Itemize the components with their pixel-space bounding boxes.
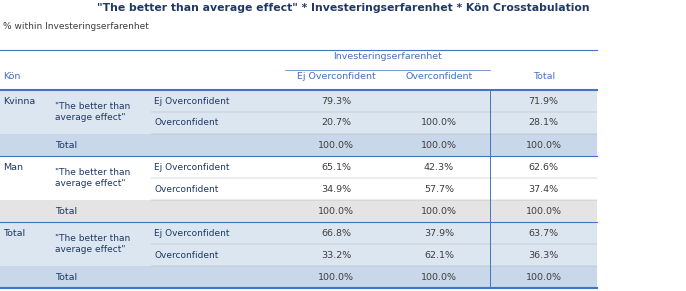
Text: Kön: Kön xyxy=(3,72,21,81)
Text: Total: Total xyxy=(3,228,25,237)
Text: 20.7%: 20.7% xyxy=(321,118,351,127)
Text: Total: Total xyxy=(55,272,77,281)
Text: 100.0%: 100.0% xyxy=(421,272,457,281)
Bar xyxy=(0,244,597,266)
Text: 65.1%: 65.1% xyxy=(321,162,351,171)
Text: 42.3%: 42.3% xyxy=(424,162,454,171)
Text: Man: Man xyxy=(3,162,23,171)
Text: "The better than
average effect": "The better than average effect" xyxy=(55,234,130,254)
Text: Kvinna: Kvinna xyxy=(3,97,36,106)
Text: Overconfident: Overconfident xyxy=(405,72,473,81)
Text: 62.6%: 62.6% xyxy=(529,162,558,171)
Text: 71.9%: 71.9% xyxy=(529,97,558,106)
Text: Overconfident: Overconfident xyxy=(154,184,219,194)
Text: Ej Overconfident: Ej Overconfident xyxy=(154,162,230,171)
Bar xyxy=(0,266,597,288)
Text: 34.9%: 34.9% xyxy=(321,184,351,194)
Text: 36.3%: 36.3% xyxy=(528,251,559,260)
Text: Ej Overconfident: Ej Overconfident xyxy=(154,228,230,237)
Text: 100.0%: 100.0% xyxy=(421,207,457,216)
Text: 57.7%: 57.7% xyxy=(424,184,454,194)
Text: Total: Total xyxy=(55,207,77,216)
Text: 63.7%: 63.7% xyxy=(529,228,558,237)
Text: 100.0%: 100.0% xyxy=(318,141,354,150)
Text: 100.0%: 100.0% xyxy=(318,207,354,216)
Bar xyxy=(0,134,597,156)
Bar xyxy=(0,200,597,222)
Bar xyxy=(0,178,597,200)
Text: Ej Overconfident: Ej Overconfident xyxy=(297,72,375,81)
Text: "The better than
average effect": "The better than average effect" xyxy=(55,168,130,188)
Text: % within Investeringserfarenhet: % within Investeringserfarenhet xyxy=(3,22,150,31)
Text: "The better than average effect" * Investeringserfarenhet * Kön Crosstabulation: "The better than average effect" * Inves… xyxy=(97,3,589,13)
Bar xyxy=(0,222,597,244)
Text: 100.0%: 100.0% xyxy=(525,207,562,216)
Text: 62.1%: 62.1% xyxy=(424,251,454,260)
Bar xyxy=(0,156,597,178)
Text: 37.9%: 37.9% xyxy=(424,228,454,237)
Text: Overconfident: Overconfident xyxy=(154,251,219,260)
Text: Ej Overconfident: Ej Overconfident xyxy=(154,97,230,106)
Text: 100.0%: 100.0% xyxy=(421,141,457,150)
Text: "The better than
average effect": "The better than average effect" xyxy=(55,102,130,122)
Text: 100.0%: 100.0% xyxy=(318,272,354,281)
Text: Total: Total xyxy=(532,72,555,81)
Text: 100.0%: 100.0% xyxy=(421,118,457,127)
Text: 100.0%: 100.0% xyxy=(525,141,562,150)
Text: 28.1%: 28.1% xyxy=(529,118,558,127)
Bar xyxy=(0,112,597,134)
Text: Overconfident: Overconfident xyxy=(154,118,219,127)
Text: 66.8%: 66.8% xyxy=(321,228,351,237)
Bar xyxy=(0,90,597,112)
Text: Investeringserfarenhet: Investeringserfarenhet xyxy=(333,52,442,61)
Text: Total: Total xyxy=(55,141,77,150)
Text: 33.2%: 33.2% xyxy=(321,251,351,260)
Text: 100.0%: 100.0% xyxy=(525,272,562,281)
Text: 37.4%: 37.4% xyxy=(529,184,558,194)
Text: 79.3%: 79.3% xyxy=(321,97,351,106)
